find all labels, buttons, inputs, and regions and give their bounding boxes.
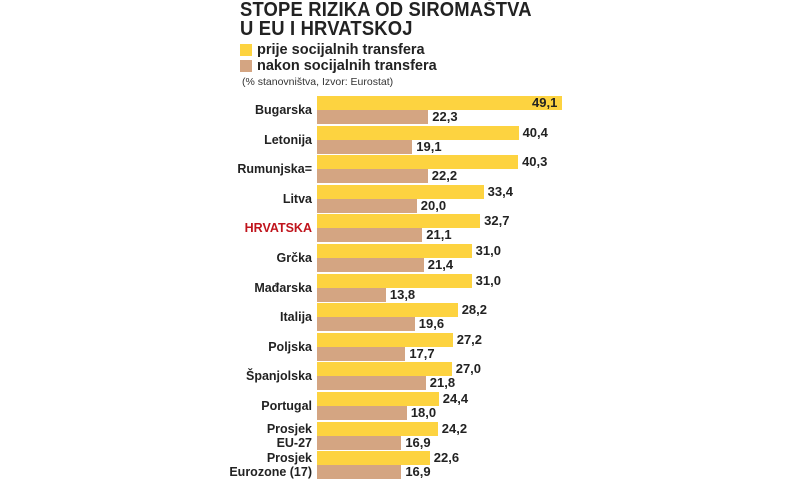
bar-before — [317, 96, 562, 110]
category-label: Grčka — [277, 251, 312, 265]
data-label: 21,8 — [429, 375, 456, 391]
bar-after — [317, 435, 402, 450]
bar-after — [317, 228, 423, 243]
data-label: 17,7 — [409, 345, 435, 361]
data-label: 31,0 — [475, 272, 501, 288]
bar-before — [317, 332, 453, 347]
bar-before — [317, 184, 484, 199]
data-label: 33,4 — [487, 183, 513, 199]
data-label: 27,2 — [456, 331, 483, 347]
category-label-line: Grčka — [276, 251, 312, 265]
data-label: 40,4 — [522, 124, 548, 140]
category-label-line: Eurozone (17) — [229, 465, 312, 480]
bar-after — [317, 258, 424, 272]
category-label: Bugarska — [255, 103, 312, 117]
bar-after — [317, 169, 428, 184]
category-label: Portugal — [261, 399, 312, 413]
data-label: 19,6 — [418, 316, 445, 332]
category-label: Mađarska — [254, 281, 312, 295]
category-label: Letonija — [264, 133, 312, 147]
category-label-line: Prosjek — [266, 421, 312, 436]
bar-after — [317, 198, 417, 213]
bar-after — [317, 139, 413, 154]
title-line-1: STOPE RIZIKA OD SIROMAŠTVA — [240, 0, 532, 21]
data-label: 19,1 — [416, 138, 442, 154]
data-label: 21,4 — [427, 257, 454, 272]
data-label: 31,0 — [475, 243, 501, 258]
source-note: (% stanovništva, Izvor: Eurostat) — [242, 76, 394, 88]
bar-after — [317, 465, 402, 480]
data-label: 16,9 — [405, 464, 431, 480]
bar-before — [317, 392, 439, 406]
bar-after — [317, 317, 415, 332]
bar-before — [317, 214, 481, 229]
data-label: 22,6 — [433, 450, 460, 466]
data-label: 13,8 — [389, 286, 416, 302]
bar-after — [317, 376, 426, 391]
bar-after — [317, 110, 429, 124]
category-label-line: Španjolska — [246, 369, 312, 384]
data-label: 28,2 — [461, 302, 488, 318]
bar-before — [317, 451, 430, 466]
bar-before — [317, 125, 519, 140]
category-label-line: Bugarska — [255, 103, 312, 117]
bar-before — [317, 155, 519, 170]
legend-swatch-before — [240, 44, 252, 56]
category-label-line: Letonija — [264, 132, 312, 147]
category-label-line: Italija — [280, 310, 312, 325]
bar-after — [317, 346, 406, 361]
data-label: 49,1 — [532, 95, 558, 110]
category-label: Poljska — [268, 340, 312, 354]
category-label-line: Prosjek — [266, 451, 312, 466]
category-label: Litva — [283, 192, 312, 206]
bar-after — [317, 287, 386, 302]
bar-before — [317, 273, 472, 288]
chart-title: STOPE RIZIKA OD SIROMAŠTVA U EU I HRVATS… — [240, 0, 532, 40]
data-label: 16,9 — [405, 434, 431, 450]
legend-label-before: prije socijalnih transfera — [257, 42, 425, 58]
category-label: Italija — [280, 310, 312, 324]
category-label-line: Portugal — [261, 399, 312, 413]
data-label: 21,1 — [426, 227, 452, 243]
category-label-line: HRVATSKA — [244, 221, 312, 236]
data-label: 22,2 — [431, 168, 458, 184]
bar-before — [317, 244, 472, 258]
bar-after — [317, 406, 407, 420]
data-label: 27,0 — [455, 361, 482, 377]
legend-item-before: prije socijalnih transfera — [240, 42, 425, 58]
category-label: HRVATSKA — [245, 221, 312, 235]
category-label-line: Mađarska — [254, 280, 312, 295]
data-label: 40,3 — [522, 154, 548, 170]
legend-swatch-after — [240, 60, 252, 72]
data-label: 18,0 — [410, 405, 437, 420]
category-label-line: EU-27 — [276, 435, 312, 450]
data-label: 24,4 — [442, 391, 469, 406]
category-label-line: Poljska — [268, 339, 312, 354]
bar-before — [317, 362, 452, 377]
data-label: 32,7 — [484, 213, 510, 229]
bar-before — [317, 421, 438, 436]
category-label-line: Rumunjska= — [237, 162, 312, 177]
category-label: Španjolska — [246, 369, 312, 383]
legend-label-after: nakon socijalnih transfera — [257, 58, 437, 74]
category-label: Rumunjska= — [237, 162, 312, 176]
data-label: 22,3 — [432, 109, 458, 124]
title-line-2: U EU I HRVATSKOJ — [240, 18, 413, 40]
bar-before — [317, 303, 458, 318]
category-label-line: Litva — [282, 191, 312, 206]
category-label: Prosjek EU-27 — [267, 422, 312, 450]
legend-item-after: nakon socijalnih transfera — [240, 58, 437, 74]
data-label: 20,0 — [420, 197, 447, 213]
category-label: Prosjek Eurozone (17) — [229, 451, 312, 479]
data-label: 24,2 — [441, 420, 468, 436]
